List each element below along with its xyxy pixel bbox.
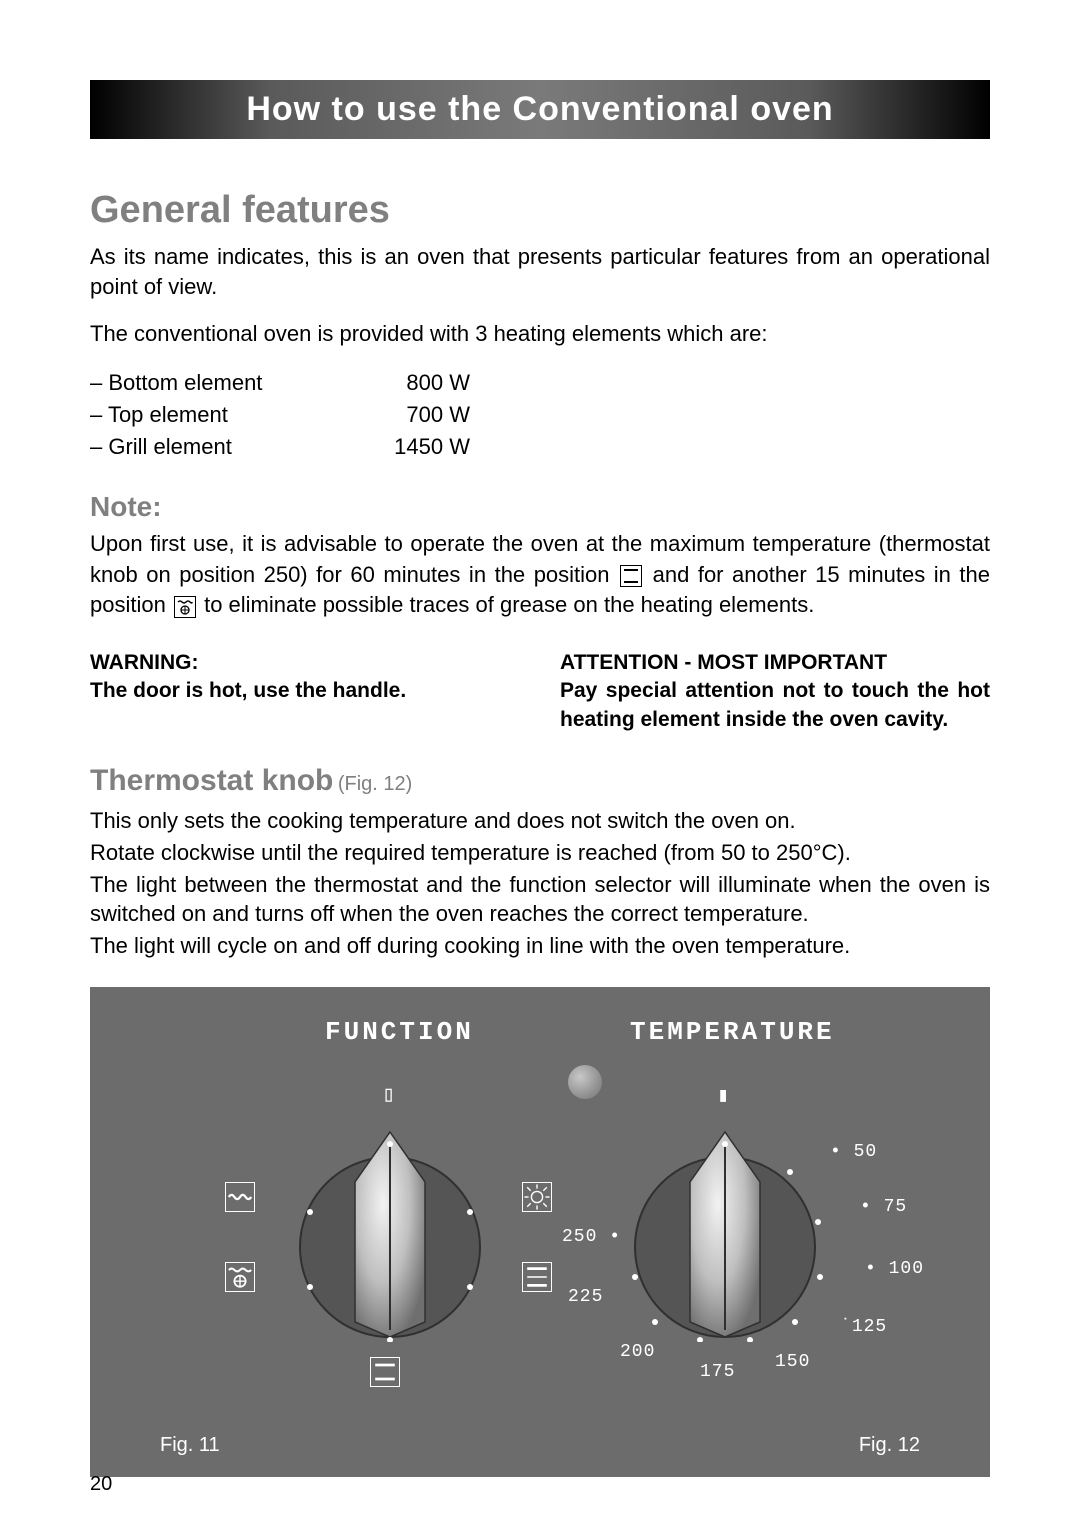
temp-tick-250: 250 • xyxy=(562,1227,621,1247)
temp-tick-50: • 50 xyxy=(830,1142,877,1162)
heading-thermostat: Thermostat knob xyxy=(90,764,333,797)
temperature-knob xyxy=(590,1072,860,1342)
fig11-caption: Fig. 11 xyxy=(160,1434,220,1457)
function-zero-marker: ▯ xyxy=(382,1082,396,1108)
temp-zero-marker: ▮ xyxy=(717,1082,730,1108)
attention-title: ATTENTION - MOST IMPORTANT xyxy=(560,649,990,677)
temperature-label: TEMPERATURE xyxy=(630,1017,835,1047)
temp-tick-100: • 100 xyxy=(865,1259,924,1279)
thermo-p2: Rotate clockwise until the required temp… xyxy=(90,838,990,868)
warning-row: WARNING: The door is hot, use the handle… xyxy=(90,649,990,734)
element-row: – Grill element 1450 W xyxy=(90,431,990,463)
temp-tick-125: ˙125 xyxy=(840,1317,887,1337)
fig12-caption: Fig. 12 xyxy=(859,1434,920,1457)
function-knob-svg xyxy=(255,1072,525,1342)
heading-thermostat-wrap: Thermostat knob (Fig. 12) xyxy=(90,764,990,798)
thermo-p4: The light will cycle on and off during c… xyxy=(90,931,990,961)
temp-tick-175: 175 xyxy=(700,1362,735,1382)
heading-note: Note: xyxy=(90,491,990,523)
temp-tick-75: • 75 xyxy=(860,1197,907,1217)
thermo-p3: The light between the thermostat and the… xyxy=(90,870,990,929)
attention-body: Pay special attention not to touch the h… xyxy=(560,677,990,734)
knob-diagram: FUNCTION TEMPERATURE ▯ xyxy=(90,987,990,1477)
light-icon xyxy=(522,1182,552,1212)
top-bottom-icon xyxy=(620,565,642,587)
thermostat-figref: (Fig. 12) xyxy=(338,773,412,795)
element-label: – Bottom element xyxy=(90,367,350,399)
thermo-p1: This only sets the cooking temperature a… xyxy=(90,806,990,836)
function-label: FUNCTION xyxy=(325,1017,474,1047)
function-knob xyxy=(255,1072,525,1342)
grill-fan-icon xyxy=(174,596,196,618)
warning-title: WARNING: xyxy=(90,649,520,677)
page-title-bar: How to use the Conventional oven xyxy=(90,80,990,139)
element-watts: 1450 W xyxy=(350,431,470,463)
heating-elements-list: – Bottom element 800 W – Top element 700… xyxy=(90,367,990,463)
temp-tick-225: 225 xyxy=(568,1287,603,1307)
note-body: Upon first use, it is advisable to opera… xyxy=(90,529,990,621)
element-watts: 800 W xyxy=(350,367,470,399)
element-row: – Top element 700 W xyxy=(90,399,990,431)
temperature-knob-svg xyxy=(590,1072,860,1342)
element-row: – Bottom element 800 W xyxy=(90,367,990,399)
element-label: – Top element xyxy=(90,399,350,431)
temp-tick-200: 200 xyxy=(620,1342,655,1362)
general-para-1: As its name indicates, this is an oven t… xyxy=(90,242,990,301)
top-bottom-lines-icon xyxy=(522,1262,552,1292)
grill-fan-icon xyxy=(225,1262,255,1292)
element-label: – Grill element xyxy=(90,431,350,463)
temp-tick-150: 150 xyxy=(775,1352,810,1372)
element-watts: 700 W xyxy=(350,399,470,431)
grill-wave-icon xyxy=(225,1182,255,1212)
heading-general-features: General features xyxy=(90,189,990,232)
page-number: 20 xyxy=(90,1473,112,1496)
note-text-c: to eliminate possible traces of grease o… xyxy=(204,592,814,617)
warning-body: The door is hot, use the handle. xyxy=(90,677,520,705)
general-para-2: The conventional oven is provided with 3… xyxy=(90,319,990,349)
top-bottom-icon xyxy=(370,1357,400,1387)
warning-left: WARNING: The door is hot, use the handle… xyxy=(90,649,520,734)
warning-right: ATTENTION - MOST IMPORTANT Pay special a… xyxy=(560,649,990,734)
